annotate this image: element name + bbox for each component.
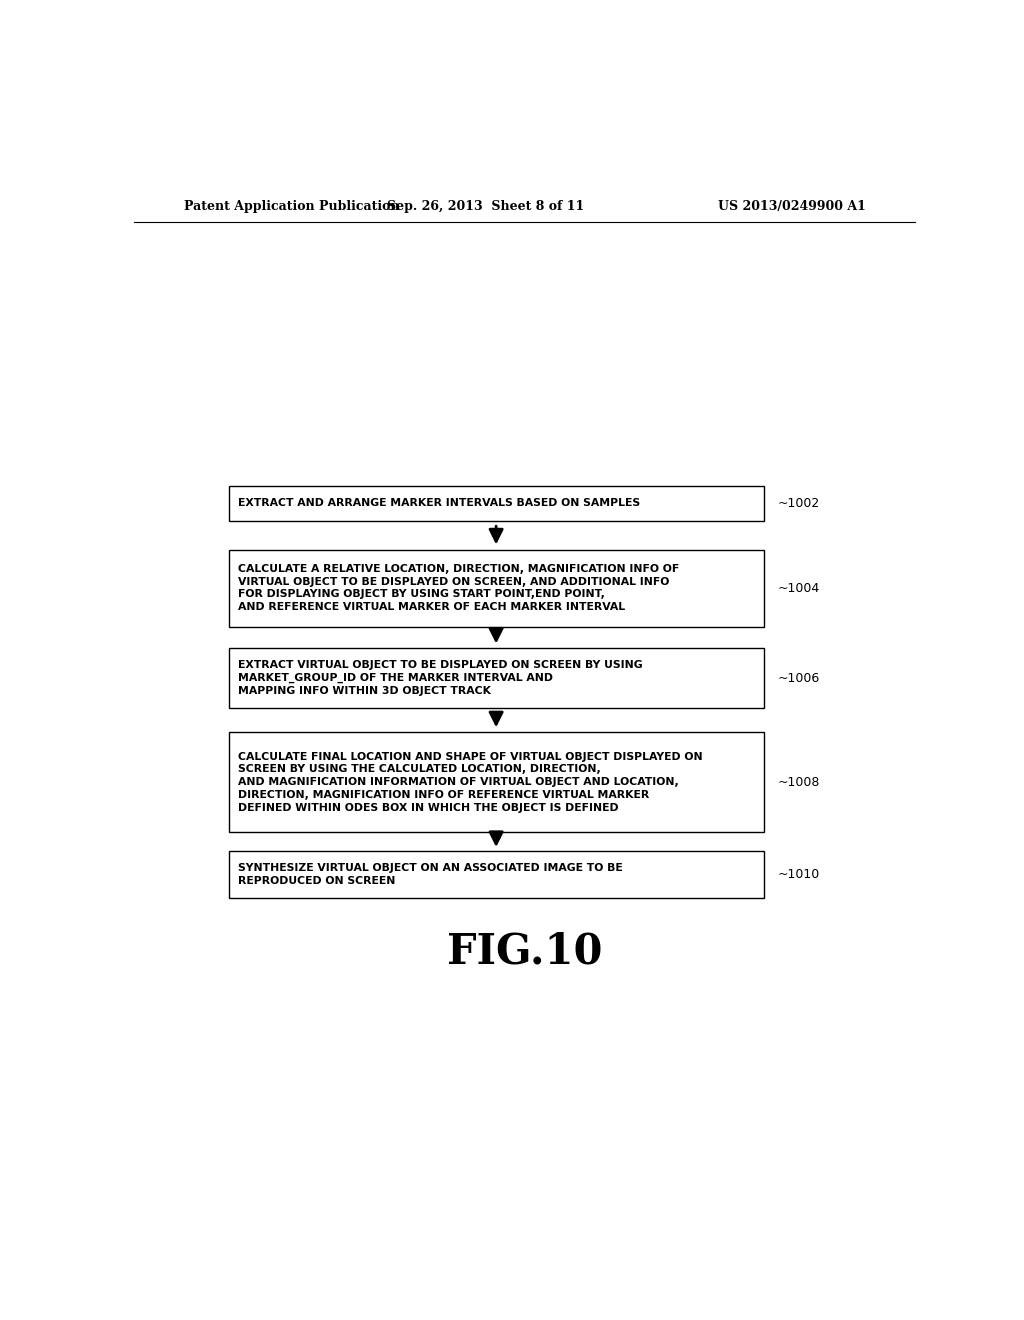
Text: EXTRACT AND ARRANGE MARKER INTERVALS BASED ON SAMPLES: EXTRACT AND ARRANGE MARKER INTERVALS BAS… [238, 499, 640, 508]
Text: US 2013/0249900 A1: US 2013/0249900 A1 [718, 199, 866, 213]
Bar [228, 851, 764, 898]
Text: ~1002: ~1002 [777, 496, 819, 510]
Bar [228, 549, 764, 627]
Text: FIG.10: FIG.10 [447, 931, 602, 973]
Text: CALCULATE A RELATIVE LOCATION, DIRECTION, MAGNIFICATION INFO OF
VIRTUAL OBJECT T: CALCULATE A RELATIVE LOCATION, DIRECTION… [238, 564, 679, 612]
Text: ~1010: ~1010 [777, 869, 819, 880]
Text: Patent Application Publication: Patent Application Publication [183, 199, 399, 213]
Text: CALCULATE FINAL LOCATION AND SHAPE OF VIRTUAL OBJECT DISPLAYED ON
SCREEN BY USIN: CALCULATE FINAL LOCATION AND SHAPE OF VI… [238, 751, 702, 813]
Text: ~1008: ~1008 [777, 776, 820, 788]
Bar [228, 648, 764, 708]
Text: Sep. 26, 2013  Sheet 8 of 11: Sep. 26, 2013 Sheet 8 of 11 [387, 199, 585, 213]
Bar [228, 733, 764, 832]
Text: SYNTHESIZE VIRTUAL OBJECT ON AN ASSOCIATED IMAGE TO BE
REPRODUCED ON SCREEN: SYNTHESIZE VIRTUAL OBJECT ON AN ASSOCIAT… [238, 863, 623, 886]
Text: ~1004: ~1004 [777, 582, 819, 594]
Text: EXTRACT VIRTUAL OBJECT TO BE DISPLAYED ON SCREEN BY USING
MARKET_GROUP_ID OF THE: EXTRACT VIRTUAL OBJECT TO BE DISPLAYED O… [238, 660, 643, 696]
Bar [228, 486, 764, 521]
Text: ~1006: ~1006 [777, 672, 819, 685]
